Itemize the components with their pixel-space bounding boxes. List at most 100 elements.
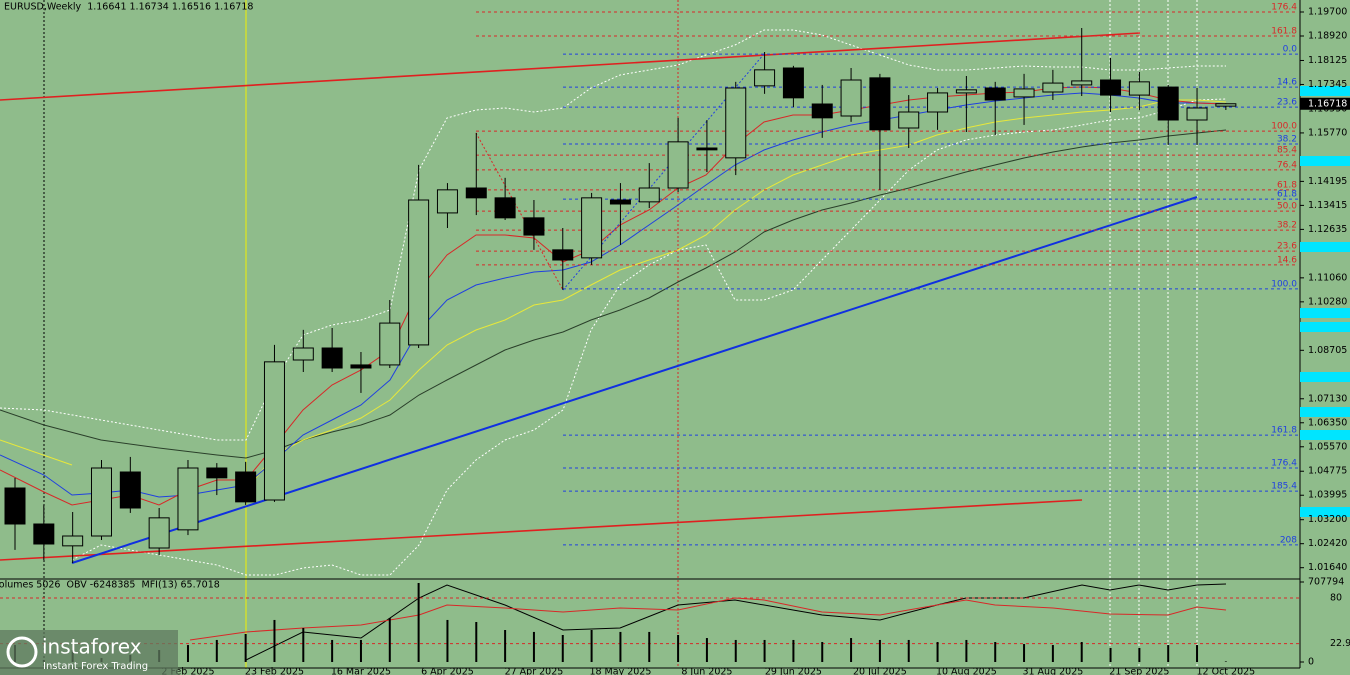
- y-tick-label: 1.17345: [1308, 79, 1347, 90]
- fib-label: 208: [1280, 535, 1297, 545]
- fib-label: 38.2: [1277, 221, 1297, 231]
- fib-label: 185.4: [1271, 482, 1297, 492]
- candle-body: [898, 111, 920, 129]
- logo-icon: [6, 636, 38, 668]
- candle-body: [638, 187, 660, 203]
- price-box: [1300, 407, 1350, 417]
- y-tick-label: 1.03995: [1308, 490, 1347, 501]
- y-tick-label: 1.07130: [1308, 393, 1347, 404]
- x-tick-label: 16 Mar 2025: [331, 667, 391, 675]
- candle-body: [62, 535, 84, 547]
- panel-title: Volumes 5026 OBV -6248385 MFI(13) 65.701…: [0, 580, 220, 591]
- candle-body: [754, 69, 776, 87]
- x-tick-label: 8 Jun 2025: [681, 667, 732, 675]
- y-tick-label: 1.15770: [1308, 127, 1347, 138]
- candle-body: [667, 141, 689, 189]
- x-tick-label: 29 Jun 2025: [765, 667, 822, 675]
- candle-body: [581, 197, 603, 259]
- y-tick-label: 1.06350: [1308, 417, 1347, 428]
- y-tick-label: 1.19700: [1308, 7, 1347, 18]
- fib-label: 176.4: [1271, 3, 1297, 13]
- fib-label: 161.8: [1271, 27, 1297, 37]
- y-tick-label: 0: [1308, 657, 1314, 668]
- x-tick-label: 12 Oct 2025: [1196, 667, 1255, 675]
- y-tick-label: 1.18125: [1308, 55, 1347, 66]
- fib-label: 161.8: [1271, 426, 1297, 436]
- fib-label: 100.0: [1271, 122, 1297, 132]
- moving-average: [0, 129, 1227, 459]
- candle-body: [1215, 103, 1237, 107]
- price-box: [1300, 86, 1350, 96]
- candle-body: [436, 189, 458, 214]
- candle-body: [321, 347, 343, 369]
- moving-average: [245, 99, 1227, 491]
- candle-body: [292, 347, 314, 361]
- x-tick-label: 6 Apr 2025: [421, 667, 474, 675]
- y-tick-label: 1.11060: [1308, 272, 1347, 283]
- candle-body: [840, 79, 862, 117]
- candle-body: [984, 87, 1006, 101]
- candle-body: [235, 471, 257, 503]
- candle-body: [1157, 86, 1179, 121]
- candle-body: [494, 197, 516, 219]
- candle-body: [4, 487, 26, 525]
- y-tick-label: 1.08705: [1308, 345, 1347, 356]
- candle-body: [609, 199, 631, 205]
- candle-body: [1042, 82, 1064, 93]
- candle-body: [955, 89, 977, 94]
- fib-label: 38.2: [1277, 135, 1297, 145]
- y-tick-label: 1.01640: [1308, 562, 1347, 573]
- moving-average: [0, 86, 1227, 506]
- candle-body: [1128, 81, 1150, 96]
- candle-body: [119, 471, 141, 509]
- y-tick-label: 1.18920: [1308, 31, 1347, 42]
- fib-label: 176.4: [1271, 459, 1297, 469]
- y-tick-label: 1.05570: [1308, 441, 1347, 452]
- candle-body: [552, 249, 574, 261]
- logo-tagline: Instant Forex Trading: [43, 661, 148, 672]
- trend-line: [0, 499, 1083, 561]
- last-price-label: 1.16718: [1308, 98, 1347, 109]
- fib-label: 50.0: [1277, 202, 1297, 212]
- candle-body: [177, 467, 199, 531]
- x-tick-label: 27 Apr 2025: [505, 667, 564, 675]
- fib-label: 61.8: [1277, 190, 1297, 200]
- price-box: [1300, 156, 1350, 166]
- bollinger-upper: [0, 29, 1226, 441]
- price-box: [1300, 322, 1350, 332]
- mfi-line: [245, 583, 1227, 661]
- x-tick-label: 18 May 2025: [589, 667, 651, 675]
- fib-label: 23.6: [1277, 98, 1297, 108]
- y-tick-label: 1.13415: [1308, 200, 1347, 211]
- fib-label: 76.4: [1277, 160, 1297, 170]
- candle-body: [350, 364, 372, 369]
- y-tick-label: 1.02420: [1308, 538, 1347, 549]
- candle-body: [465, 187, 487, 199]
- candle-body: [206, 467, 228, 479]
- x-tick-label: 31 Aug 2025: [1022, 667, 1083, 675]
- price-box: [1300, 372, 1350, 382]
- logo-name: instaforex: [42, 635, 142, 659]
- y2-tick-label: 80: [1330, 593, 1342, 604]
- trend-line: [0, 32, 1141, 101]
- price-box: [1300, 242, 1350, 252]
- candle-body: [408, 199, 430, 346]
- x-tick-label: 2 Feb 2025: [161, 667, 214, 675]
- fib-label: 85.4: [1277, 146, 1297, 156]
- y-tick-label: 1.12635: [1308, 224, 1347, 235]
- price-box: [1300, 430, 1350, 440]
- candle-body: [1186, 107, 1208, 121]
- moving-average: [0, 439, 73, 466]
- fib-label: 14.6: [1277, 255, 1297, 265]
- logo: instaforex Instant Forex Trading: [0, 630, 178, 675]
- candle-body: [1071, 80, 1093, 86]
- fib-label: 23.6: [1277, 242, 1297, 252]
- candle-body: [725, 87, 747, 159]
- y-tick-label: 1.04775: [1308, 466, 1347, 477]
- y-tick-label: 1.03200: [1308, 514, 1347, 525]
- fib-label: 100.0: [1271, 279, 1297, 289]
- candle-body: [782, 67, 804, 99]
